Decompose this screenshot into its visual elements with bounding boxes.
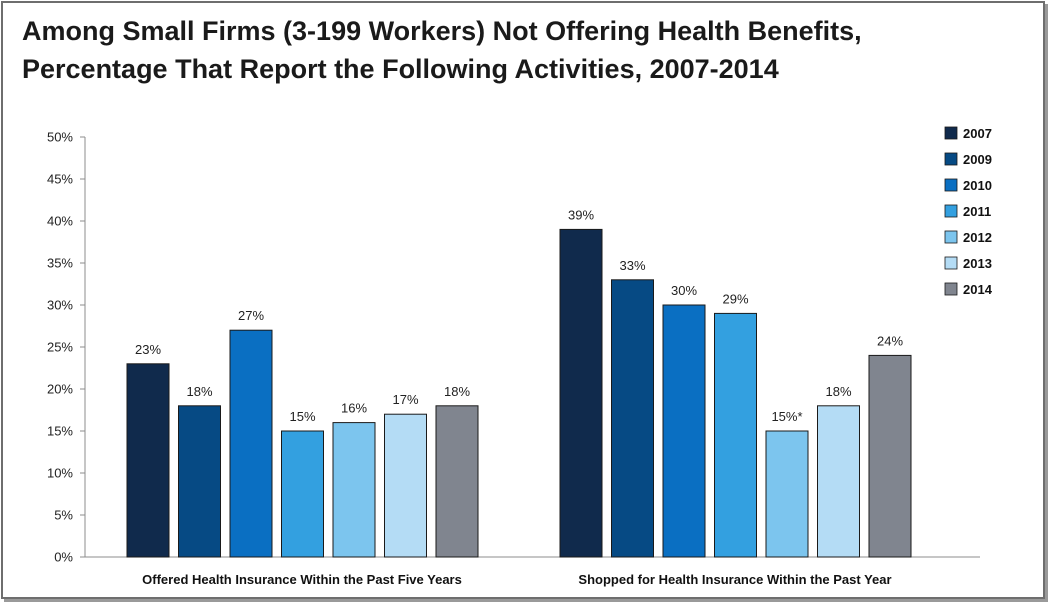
legend-label-2011: 2011 [963, 204, 991, 219]
legend-label-2010: 2010 [963, 178, 992, 193]
bar-2007-1 [559, 228, 603, 558]
y-tick-label: 15% [47, 424, 73, 439]
y-tick-label: 0% [54, 550, 73, 565]
bar-2012-0 [332, 422, 376, 558]
bar-2010-1 [662, 304, 706, 558]
data-label-2014-1: 24% [877, 333, 903, 348]
data-label-2012-1: 15%* [771, 409, 802, 424]
data-label-2010-0: 27% [238, 308, 264, 323]
chart-title: Among Small Firms (3-199 Workers) Not Of… [22, 12, 1022, 88]
data-label-2009-0: 18% [186, 384, 212, 399]
data-label-2013-0: 17% [392, 392, 418, 407]
legend-swatch-2010 [944, 178, 958, 192]
y-tick-label: 35% [47, 256, 73, 271]
legend-swatch-2007 [944, 126, 958, 140]
data-label-2009-1: 33% [619, 258, 645, 273]
data-label-2011-1: 29% [722, 291, 748, 306]
data-label-2010-1: 30% [671, 283, 697, 298]
data-label-2014-0: 18% [444, 384, 470, 399]
legend-swatch-2014 [944, 282, 958, 296]
y-tick-label: 20% [47, 382, 73, 397]
chart-title-line-2: Percentage That Report the Following Act… [22, 54, 779, 84]
legend-label-2007: 2007 [963, 126, 992, 141]
legend-swatch-2012 [944, 230, 958, 244]
y-tick-label: 10% [47, 466, 73, 481]
legend-label-2009: 2009 [963, 152, 992, 167]
bar-2009-0 [178, 405, 221, 558]
legend-label-2013: 2013 [963, 256, 992, 271]
bar-2011-0 [281, 430, 324, 558]
category-label-1: Shopped for Health Insurance Within the … [578, 572, 891, 587]
y-tick-label: 25% [47, 340, 73, 355]
bar-2011-1 [714, 312, 757, 558]
y-tick-label: 5% [54, 508, 73, 523]
legend-swatch-2009 [944, 152, 958, 166]
chart-title-line-1: Among Small Firms (3-199 Workers) Not Of… [22, 16, 862, 46]
legend-swatch-2013 [944, 256, 958, 270]
bar-2014-1 [868, 354, 912, 558]
data-label-2012-0: 16% [341, 401, 367, 416]
y-tick-label: 50% [47, 130, 73, 145]
y-tick-label: 30% [47, 298, 73, 313]
y-tick-label: 45% [47, 172, 73, 187]
y-tick-label: 40% [47, 214, 73, 229]
legend: 2007 2009 2010 2011 2012 2013 2014 [944, 126, 993, 297]
bar-2007-0 [126, 363, 170, 558]
data-label-2013-1: 18% [825, 384, 851, 399]
bar-2012-1 [765, 430, 809, 558]
legend-swatch-2011 [944, 204, 958, 218]
bar-2014-0 [435, 405, 479, 558]
legend-label-2012: 2012 [963, 230, 992, 245]
category-label-0: Offered Health Insurance Within the Past… [142, 572, 462, 587]
data-label-2007-1: 39% [568, 207, 594, 222]
bar-2013-0 [384, 413, 427, 558]
data-labels: 23% 39% 18% 33% 27% 30% 15% 29% 16% 15%* 17% 18% 18%… [135, 207, 903, 424]
legend-label-2014: 2014 [963, 282, 993, 297]
data-label-2011-0: 15% [289, 409, 315, 424]
bar-2009-1 [611, 279, 654, 558]
bar-2010-0 [229, 329, 273, 558]
data-label-2007-0: 23% [135, 342, 161, 357]
bars [126, 228, 912, 558]
axes: 0% 5% 10% 15% 20% 25% 30% 35% 40% 45% 50% Offered H… [47, 130, 980, 587]
bar-2013-1 [817, 405, 860, 558]
